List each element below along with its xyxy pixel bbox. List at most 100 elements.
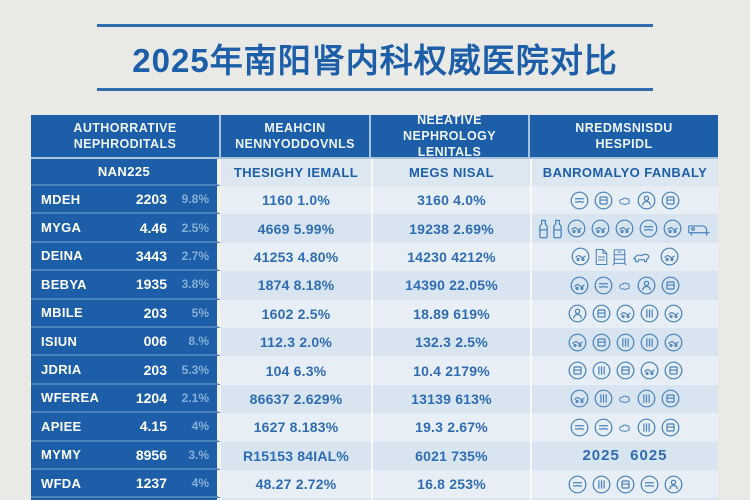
median-value-cell: 48.27 2.72% — [221, 469, 371, 499]
laptop-icon — [663, 360, 684, 381]
person-icon — [636, 190, 657, 211]
bottle-icon — [552, 219, 563, 239]
box-icon — [615, 360, 636, 381]
stretcher-icon — [686, 220, 712, 237]
window-icon — [591, 303, 612, 324]
car-icon — [590, 218, 611, 239]
negative-value-cell: 10.4 2179% — [371, 356, 530, 385]
cloud-icon — [663, 303, 684, 324]
median-value-cell: 104 6.3% — [221, 356, 371, 385]
negative-value-cell: 6021 735% — [371, 441, 530, 470]
table-row: WFDA 1237 4% 48.27 2.72% 16.8 253% — [31, 469, 718, 499]
bed-icon — [593, 190, 614, 211]
hospital-icons-cell — [530, 498, 718, 500]
hospital-percent: 2.5% — [181, 220, 209, 235]
negative-value-cell: 19238 2.69% — [371, 214, 530, 243]
hospital-value: 2203 — [135, 191, 167, 208]
title-block: 2025年南阳肾内科权威医院对比 — [97, 0, 653, 91]
monitor-icon — [567, 360, 588, 381]
hospital-percent: 5% — [191, 305, 209, 320]
hospital-icons-cell — [530, 186, 718, 215]
hospital-cell: WFDA 1237 4% — [31, 469, 221, 499]
subheader-megs: MEGS NISAL — [371, 159, 530, 186]
header-hospital: NREDMSNISDU HESPIDL — [530, 115, 718, 159]
globe-icon — [659, 246, 680, 267]
median-value-cell: 1160 1.0% — [221, 186, 371, 215]
hospital-cell: ISIUN 006 8.% — [31, 327, 221, 357]
title-top-rule — [97, 24, 653, 27]
hospital-cell: MYMY 8956 3.% — [31, 441, 221, 470]
title-bottom-rule — [97, 88, 653, 91]
hospital-cell: BEBYA 1935 3.8% — [31, 271, 221, 300]
hospital-value: 006 — [143, 333, 167, 350]
negative-value-cell: 98905.7 2.150% — [371, 498, 530, 500]
cylinder-icon — [593, 388, 614, 409]
median-value-cell: C9652 3.698% — [221, 498, 371, 500]
hospital-name: DEINA — [41, 248, 83, 264]
table-row: JDRIA 203 5.3% 104 6.3% 10.4 2179% — [31, 356, 718, 385]
page-title: 2025年南阳肾内科权威医院对比 — [132, 42, 618, 79]
book-icon — [615, 474, 636, 495]
hospital-value: 1935 — [135, 276, 167, 293]
negative-value-cell: 16.8 253% — [371, 469, 530, 499]
helmet-icon — [570, 246, 591, 267]
hospital-percent: 5.3% — [181, 362, 209, 377]
phone-icon — [591, 360, 612, 381]
hospital-name: MBILE — [41, 305, 83, 321]
median-value-cell: R15153 84IAL% — [221, 441, 371, 470]
pill-icon — [617, 279, 633, 292]
tablet-icon — [591, 332, 612, 353]
hospital-cell: MBILE 203 5% — [31, 299, 221, 328]
table-body: MDEH 2203 9.8% 1160 1.0% 3160 4.0% MYGA 4.46 2.… — [31, 186, 718, 500]
hospital-cell: WFEREA 1204 2.1% — [31, 384, 221, 414]
hospital-percent: 8.% — [188, 334, 209, 349]
hospital-value: 203 — [143, 361, 167, 378]
negative-value-cell: 13139 613% — [371, 384, 530, 414]
tablet-icon — [660, 190, 681, 211]
subheader-banromalyo: BANROMALYO FANBALY — [530, 159, 718, 186]
cup-icon — [593, 417, 614, 438]
keyboard-icon — [660, 388, 681, 409]
hospital-name: WFDA — [41, 475, 82, 491]
table-header-row: AUTHORRATIVE NEPHRODITALS MEAHCIN NENNYO… — [31, 113, 718, 159]
hospital-icons-cell: 2025 6025 — [530, 441, 718, 470]
table-row: MBILE 203 5% 1602 2.5% 18.89 619% — [31, 299, 718, 328]
wave-icon — [617, 421, 633, 434]
table-row: BEBYA 1935 3.8% 1874 8.18% 14390 22.05% — [31, 271, 718, 300]
podium-icon — [567, 474, 588, 495]
hospital-icons-cell — [530, 242, 718, 272]
hospital-value: 3443 — [135, 247, 167, 264]
dog-icon — [630, 249, 656, 264]
banner-icon — [617, 392, 633, 405]
flag-icon — [660, 275, 681, 296]
mountain-icon — [663, 332, 684, 353]
scale-icon — [569, 190, 590, 211]
clock-icon — [638, 218, 659, 239]
hospital-percent: 3.% — [188, 447, 209, 462]
gavel-icon — [569, 417, 590, 438]
microscope-icon — [615, 332, 636, 353]
grid-icon — [660, 417, 681, 438]
hospital-icons-cell — [530, 299, 718, 328]
hospital-icons-cell — [530, 384, 718, 414]
table-row: APIEE 4.15 4% 1627 8.183% 19.3 2.67% — [31, 413, 718, 442]
hospital-percent: 4% — [191, 476, 209, 491]
median-value-cell: 86637 2.629% — [221, 384, 371, 414]
wheelchair-icon — [566, 218, 587, 239]
table-row: MYMY 8956 3.% R15153 84IAL% 6021 735% 2025 60… — [31, 441, 718, 470]
subheader-nan225: NAN225 — [31, 159, 221, 186]
hospital-percent: 9.8% — [181, 192, 209, 207]
hospital-value: 8956 — [135, 446, 167, 463]
hospital-percent: 4% — [191, 419, 209, 434]
icons-cell-text: 2025 6025 — [582, 447, 668, 465]
negative-value-cell: 18.89 619% — [371, 299, 530, 328]
flask-icon — [639, 303, 660, 324]
bowl-icon — [569, 275, 590, 296]
hospital-percent: 2.1% — [181, 390, 209, 405]
hospital-name: ISIUN — [41, 333, 78, 349]
median-value-cell: 41253 4.80% — [221, 242, 371, 272]
hospital-cell: MYGA 4.46 2.5% — [31, 214, 221, 243]
header-median: MEAHCIN NENNYODDOVNLS — [221, 115, 371, 159]
coin-icon — [593, 275, 614, 296]
header-negative: NEEATIVE NEPHROLOGY LENITALS — [371, 113, 530, 159]
